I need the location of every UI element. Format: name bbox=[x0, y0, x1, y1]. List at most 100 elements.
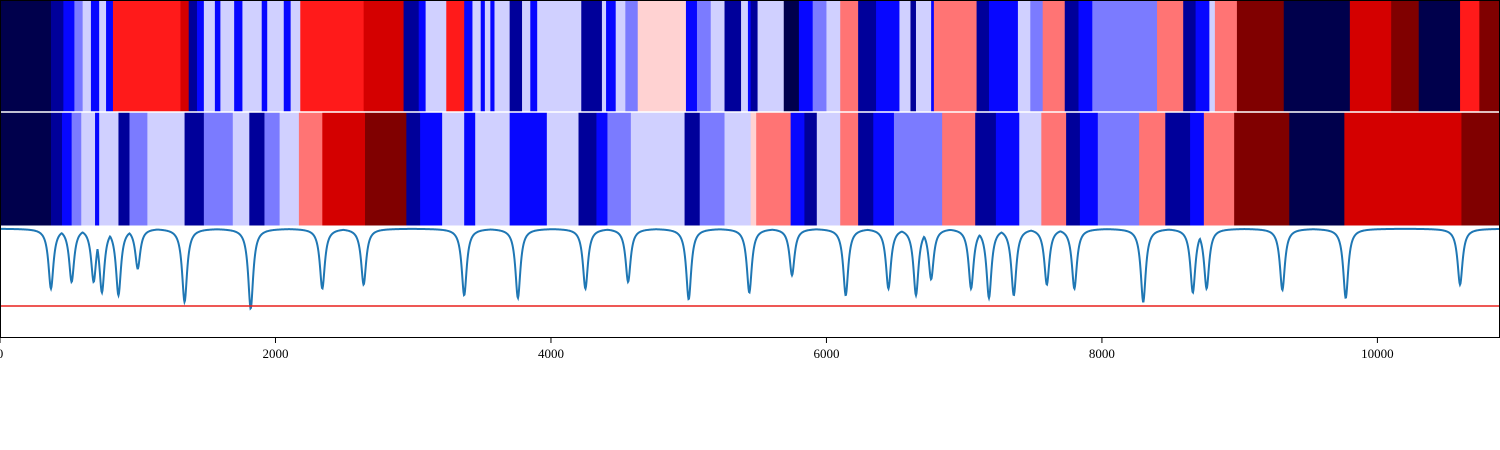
heatmap-segment bbox=[509, 112, 548, 226]
middle-heatmap-strip bbox=[0, 112, 1500, 226]
heatmap-segment bbox=[480, 0, 486, 112]
heatmap-segment bbox=[537, 0, 582, 112]
heatmap-segment bbox=[363, 0, 405, 112]
heatmap-segment bbox=[1461, 112, 1500, 226]
heatmap-segment bbox=[1195, 0, 1210, 112]
heatmap-segment bbox=[82, 0, 92, 112]
heatmap-segment bbox=[420, 112, 443, 226]
heatmap-segment bbox=[106, 0, 114, 112]
heatmap-segment bbox=[494, 0, 511, 112]
heatmap-segment bbox=[1139, 112, 1166, 226]
heatmap-segment bbox=[790, 112, 805, 226]
x-tick-label: 0 bbox=[0, 346, 3, 361]
heatmap-segment bbox=[876, 0, 901, 112]
panel-separators bbox=[0, 111, 1500, 227]
x-tick-label: 10000 bbox=[1361, 346, 1394, 361]
heatmap-segment bbox=[615, 0, 626, 112]
heatmap-segment bbox=[95, 112, 100, 226]
heatmap-segment bbox=[1236, 0, 1285, 112]
heatmap-segment bbox=[147, 112, 186, 226]
heatmap-segment bbox=[74, 0, 84, 112]
heatmap-segment bbox=[418, 0, 427, 112]
heatmap-segment bbox=[214, 0, 221, 112]
heatmap-segment bbox=[203, 112, 234, 226]
heatmap-segment bbox=[910, 0, 917, 112]
heatmap-segment bbox=[1391, 0, 1420, 112]
bottom-line-panel bbox=[0, 226, 1500, 338]
x-axis: 0 2000 4000 6000 8000 10000 bbox=[0, 338, 1394, 361]
heatmap-segment bbox=[90, 0, 100, 112]
x-tick-label: 4000 bbox=[538, 346, 564, 361]
heatmap-segment bbox=[464, 0, 474, 112]
heatmap-segment bbox=[242, 0, 263, 112]
top-heatmap-strip bbox=[0, 0, 1500, 112]
heatmap-segment bbox=[1017, 0, 1031, 112]
heatmap-segment bbox=[596, 112, 609, 226]
heatmap-segment bbox=[203, 0, 216, 112]
heatmap-segment bbox=[249, 112, 266, 226]
heatmap-segment bbox=[783, 0, 800, 112]
heatmap-segment bbox=[283, 0, 292, 112]
heatmap-segment bbox=[625, 0, 639, 112]
heatmap-segment bbox=[699, 112, 726, 226]
heatmap-segment bbox=[1157, 0, 1184, 112]
heatmap-segment bbox=[1097, 112, 1140, 226]
heatmap-segment bbox=[1283, 0, 1351, 112]
heatmap-segment bbox=[578, 112, 598, 226]
heatmap-segment bbox=[1041, 112, 1067, 226]
heatmap-segment bbox=[710, 0, 726, 112]
heatmap-segment bbox=[522, 0, 531, 112]
heatmap-segment bbox=[606, 0, 617, 112]
heatmap-segment bbox=[931, 0, 935, 112]
heatmap-segment bbox=[50, 112, 63, 226]
heatmap-segment bbox=[750, 0, 759, 112]
heatmap-segment bbox=[581, 0, 603, 112]
heatmap-segment bbox=[403, 0, 420, 112]
heatmap-segment bbox=[607, 112, 632, 226]
heatmap-segment bbox=[232, 112, 250, 226]
heatmap-segment bbox=[858, 0, 877, 112]
heatmap-segment bbox=[798, 0, 814, 112]
heatmap-segment bbox=[840, 112, 859, 226]
heatmap-segment bbox=[601, 0, 607, 112]
heatmap-segment bbox=[50, 0, 64, 112]
heatmap-segment bbox=[858, 112, 874, 226]
heatmap-segment bbox=[1019, 112, 1042, 226]
heatmap-segment bbox=[71, 112, 82, 226]
heatmap-segment bbox=[99, 112, 120, 226]
x-tick-label: 2000 bbox=[262, 346, 288, 361]
heatmap-segment bbox=[1165, 112, 1191, 226]
heatmap-segment bbox=[406, 112, 421, 226]
heatmap-segment bbox=[129, 112, 148, 226]
heatmap-segment bbox=[63, 0, 75, 112]
heatmap-segment bbox=[0, 0, 52, 112]
heatmap-segment bbox=[509, 0, 523, 112]
heatmap-segment bbox=[546, 112, 580, 226]
heatmap-segment bbox=[1183, 0, 1197, 112]
heatmap-segment bbox=[826, 0, 841, 112]
heatmap-segment bbox=[1092, 0, 1158, 112]
heatmap-segment bbox=[300, 0, 365, 112]
heatmap-segment bbox=[988, 0, 1019, 112]
heatmap-segment bbox=[630, 112, 686, 226]
heatmap-segment bbox=[220, 0, 235, 112]
heatmap-segment bbox=[234, 0, 244, 112]
heatmap-segment bbox=[915, 0, 932, 112]
heatmap-segment bbox=[365, 112, 407, 226]
heatmap-segment bbox=[530, 0, 538, 112]
heatmap-segment bbox=[1418, 0, 1461, 112]
heatmap-segment bbox=[942, 112, 976, 226]
heatmap-segment bbox=[1030, 0, 1044, 112]
x-tick-label: 6000 bbox=[813, 346, 839, 361]
heatmap-segment bbox=[741, 0, 749, 112]
heatmap-segment bbox=[1289, 112, 1345, 226]
heatmap-segment bbox=[261, 0, 268, 112]
heatmap-segment bbox=[1214, 0, 1238, 112]
heatmap-segment bbox=[472, 0, 482, 112]
heatmap-segment bbox=[425, 0, 447, 112]
heatmap-segment bbox=[637, 0, 687, 112]
heatmap-segment bbox=[1066, 112, 1081, 226]
heatmap-segment bbox=[112, 0, 182, 112]
heatmap-segment bbox=[1064, 0, 1080, 112]
heatmap-segment bbox=[118, 112, 131, 226]
